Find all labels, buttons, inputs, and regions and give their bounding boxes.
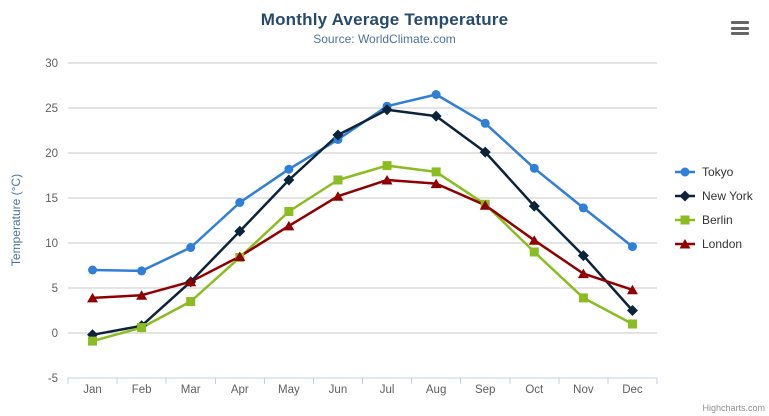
data-point-marker[interactable] <box>284 164 294 174</box>
legend-marker-icon <box>675 215 695 225</box>
hamburger-bar <box>731 26 749 30</box>
x-axis-label: Mar <box>181 384 201 396</box>
series-line-new-york[interactable] <box>91 108 634 337</box>
data-point-marker[interactable] <box>137 266 147 276</box>
series-markers <box>87 90 638 346</box>
legend-item-london[interactable]: London <box>674 232 753 256</box>
data-point-marker[interactable] <box>528 235 540 245</box>
y-axis-title: Temperature (°C) <box>9 174 23 266</box>
data-point-marker[interactable] <box>577 250 589 262</box>
data-point-marker[interactable] <box>332 191 344 201</box>
legend: Tokyo New York Berlin London <box>674 160 753 256</box>
legend-label: Tokyo <box>702 165 734 179</box>
data-point-marker[interactable] <box>626 305 638 316</box>
x-axis <box>67 377 658 384</box>
data-point-marker[interactable] <box>577 268 589 279</box>
y-axis-label: 30 <box>45 58 58 70</box>
data-point-marker[interactable] <box>627 319 637 329</box>
y-axis-label: 15 <box>45 193 58 205</box>
series-line-berlin[interactable] <box>91 164 634 343</box>
x-axis-label: Sep <box>475 384 495 396</box>
legend-label: New York <box>702 189 753 203</box>
legend-item-new-york[interactable]: New York <box>674 184 753 208</box>
x-axis-label: Oct <box>525 384 544 396</box>
x-axis-labels: Jan Feb Mar Apr May Jun Jul Aug Sep Oct Nov Dec <box>83 384 643 396</box>
legend-item-berlin[interactable]: Berlin <box>674 208 753 232</box>
data-point-marker[interactable] <box>88 336 98 346</box>
data-point-marker[interactable] <box>529 247 539 257</box>
x-axis-label: Apr <box>231 384 249 396</box>
legend-label: London <box>702 237 743 251</box>
data-point-marker[interactable] <box>431 90 441 99</box>
x-axis-label: Jul <box>380 384 395 396</box>
x-axis-label: Jun <box>329 384 348 396</box>
y-axis-label: 5 <box>52 283 58 295</box>
data-point-marker[interactable] <box>235 198 245 207</box>
data-point-marker[interactable] <box>185 276 197 287</box>
data-point-marker[interactable] <box>333 175 343 185</box>
data-point-marker[interactable] <box>679 239 691 249</box>
series-lines <box>91 93 634 343</box>
y-axis-label: 0 <box>52 328 58 340</box>
data-point-marker[interactable] <box>578 293 588 303</box>
data-point-marker[interactable] <box>284 207 294 216</box>
data-point-marker[interactable] <box>88 265 98 275</box>
chart-title: Monthly Average Temperature <box>260 10 509 29</box>
x-axis-label: Feb <box>132 384 152 396</box>
data-point-marker[interactable] <box>381 175 393 185</box>
data-point-marker[interactable] <box>529 163 539 173</box>
data-point-marker[interactable] <box>578 203 588 213</box>
hamburger-bar <box>731 21 749 24</box>
legend-label: Berlin <box>702 213 733 227</box>
highcharts-credit[interactable]: Highcharts.com <box>702 403 765 413</box>
data-point-marker[interactable] <box>479 200 491 210</box>
y-axis-label: 10 <box>45 238 58 250</box>
data-point-marker[interactable] <box>431 167 441 177</box>
gridlines <box>68 62 657 379</box>
data-point-marker[interactable] <box>680 215 690 225</box>
y-axis-label: 25 <box>45 103 58 115</box>
series-line-london[interactable] <box>91 178 634 300</box>
data-point-marker[interactable] <box>87 292 99 303</box>
x-axis-label: Jan <box>83 384 102 396</box>
legend-marker-icon <box>675 239 695 249</box>
data-point-marker[interactable] <box>626 284 638 295</box>
data-point-marker[interactable] <box>234 225 246 237</box>
x-axis-label: Aug <box>426 384 446 396</box>
hamburger-icon[interactable] <box>731 21 749 35</box>
data-point-marker[interactable] <box>382 161 392 171</box>
data-point-marker[interactable] <box>381 104 393 116</box>
data-point-marker[interactable] <box>679 190 691 202</box>
data-point-marker[interactable] <box>479 146 491 158</box>
series-line-tokyo[interactable] <box>91 93 634 273</box>
y-axis-label: 20 <box>45 148 58 160</box>
data-point-marker[interactable] <box>283 220 295 231</box>
data-point-marker[interactable] <box>137 323 147 333</box>
legend-item-tokyo[interactable]: Tokyo <box>674 160 753 184</box>
legend-marker-icon <box>675 190 695 202</box>
data-point-marker[interactable] <box>332 129 344 141</box>
legend-marker-icon <box>675 167 695 177</box>
y-axis-labels: -5 0 5 10 15 20 25 30 <box>45 58 58 385</box>
data-point-marker[interactable] <box>480 118 490 128</box>
data-point-marker[interactable] <box>430 178 442 189</box>
data-point-marker[interactable] <box>234 251 246 262</box>
x-axis-label: May <box>278 384 300 396</box>
y-axis-label: -5 <box>48 373 58 385</box>
data-point-marker[interactable] <box>528 200 540 212</box>
data-point-marker[interactable] <box>430 110 442 122</box>
data-point-marker[interactable] <box>186 243 196 252</box>
hamburger-bar <box>731 32 749 35</box>
data-point-marker[interactable] <box>283 174 295 186</box>
data-point-marker[interactable] <box>627 242 637 252</box>
data-point-marker[interactable] <box>680 167 690 177</box>
x-axis-label: Nov <box>573 384 594 396</box>
chart-subtitle: Source: WorldClimate.com <box>313 32 456 46</box>
data-point-marker[interactable] <box>186 297 196 306</box>
data-point-marker[interactable] <box>136 290 148 300</box>
x-axis-label: Dec <box>622 384 643 396</box>
